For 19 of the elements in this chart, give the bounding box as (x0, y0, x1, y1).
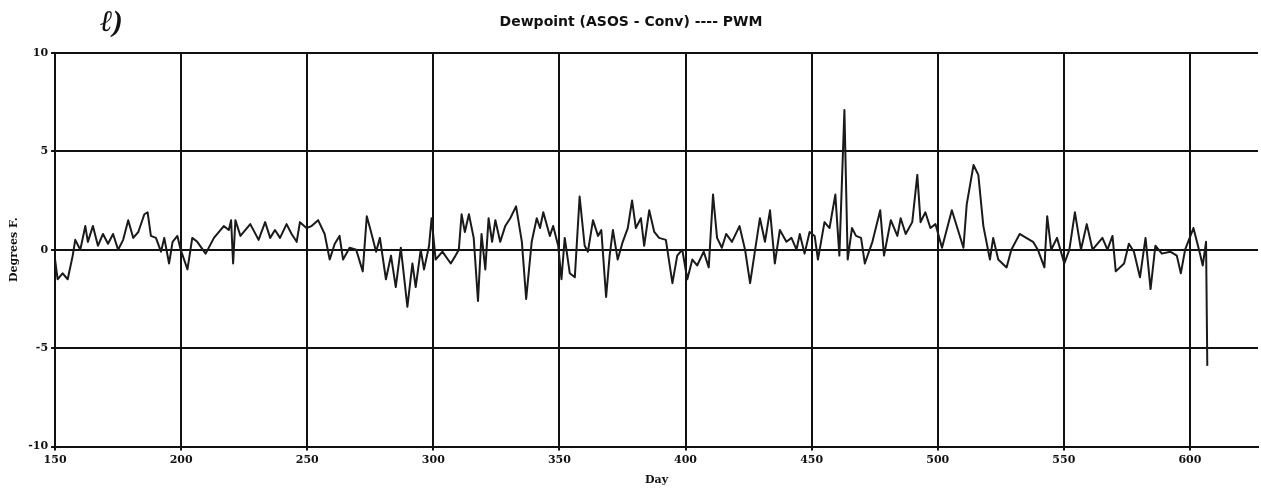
x-axis-title: Day (645, 473, 669, 487)
x-tick-label: 500 (926, 453, 950, 467)
text: ℓ) (100, 3, 123, 38)
x-tick-label: 400 (674, 453, 698, 467)
x-tick-label: 450 (800, 453, 824, 467)
x-tick-label: 200 (169, 453, 193, 467)
y-tick-label: 5 (40, 144, 49, 158)
x-tick-label: 300 (421, 453, 446, 467)
y-tick-label: 0 (40, 242, 49, 256)
y-tick-label: -5 (35, 341, 49, 355)
chart-title: Dewpoint (ASOS - Conv) ---- PWM (499, 13, 763, 30)
y-tick-label: 10 (32, 45, 49, 59)
y-tick-label: -10 (28, 439, 49, 453)
x-tick-label: 150 (43, 453, 67, 467)
y-axis-title: Degrees F. (7, 217, 21, 282)
x-tick-label: 550 (1052, 453, 1076, 467)
x-tick-label: 350 (547, 453, 572, 467)
x-tick-label: 250 (295, 453, 320, 467)
x-tick-label: 600 (1178, 453, 1202, 467)
